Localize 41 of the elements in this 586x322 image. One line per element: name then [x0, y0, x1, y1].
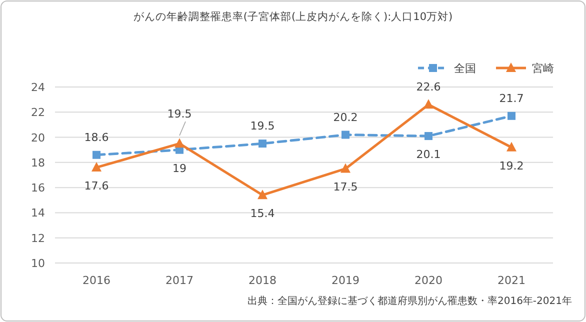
legend-label: 全国	[454, 62, 476, 75]
data-label: 18.6	[84, 130, 109, 144]
data-label: 20.2	[333, 110, 358, 124]
chart-title: がんの年齢調整罹患率(子宮体部(上皮内がんを除く):人口10万対)	[133, 10, 453, 23]
data-label: 19.2	[499, 159, 524, 172]
x-tick-label: 2021	[498, 274, 526, 287]
data-label: 19.5	[167, 108, 192, 121]
y-tick-label: 14	[31, 206, 45, 220]
y-tick-label: 12	[31, 232, 45, 245]
point	[424, 132, 432, 140]
x-tick-label: 2017	[166, 274, 194, 287]
y-tick-label: 22	[31, 106, 45, 120]
data-label: 20.1	[416, 148, 441, 162]
point	[258, 140, 266, 148]
data-label: 17.5	[333, 180, 358, 194]
point	[424, 99, 434, 109]
legend-label: 宮崎	[532, 62, 554, 75]
y-tick-label: 24	[31, 81, 45, 94]
point	[508, 112, 516, 120]
point	[342, 130, 350, 139]
source-note: 出典：全国がん登録に基づく都道府県別がん罹患数・率2016年-2021年	[247, 295, 572, 307]
x-tick-label: 2016	[82, 274, 110, 287]
y-tick-label: 20	[31, 131, 45, 144]
point	[174, 138, 184, 148]
point	[92, 162, 102, 172]
data-label: 19.5	[250, 120, 275, 133]
x-tick-label: 2020	[414, 274, 442, 287]
point	[506, 142, 516, 152]
point	[258, 190, 268, 200]
x-tick-label: 2019	[332, 274, 360, 287]
y-tick-label: 10	[31, 257, 45, 270]
point	[340, 163, 350, 173]
data-label: 19	[172, 162, 186, 175]
data-label: 22.6	[416, 80, 441, 94]
data-label: 17.6	[84, 179, 109, 192]
x-tick-label: 2018	[248, 274, 276, 287]
y-tick-label: 16	[31, 182, 45, 195]
data-label: 21.7	[499, 92, 524, 105]
data-label: 15.4	[250, 207, 275, 220]
y-tick-label: 18	[31, 156, 45, 170]
point	[92, 150, 100, 159]
